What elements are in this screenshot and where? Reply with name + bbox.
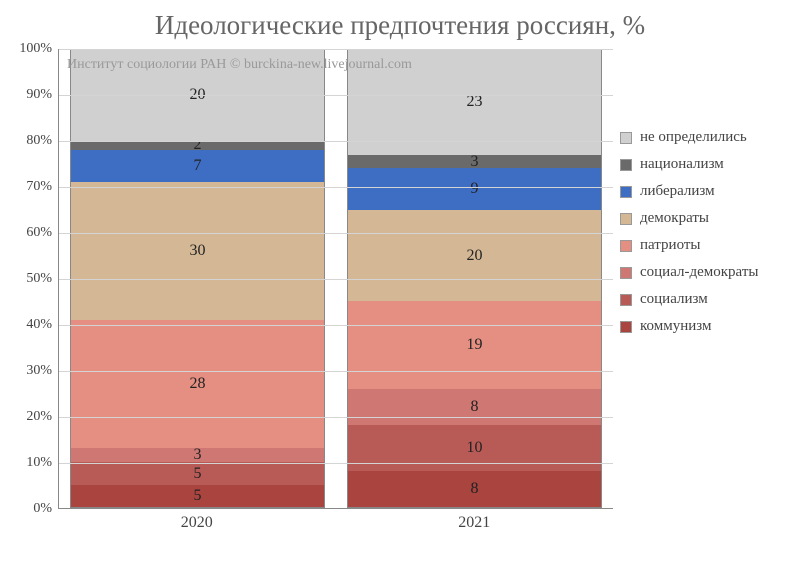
gridline bbox=[59, 279, 613, 280]
bar-segment-liberalism: 7 bbox=[70, 150, 325, 182]
legend-swatch bbox=[620, 132, 632, 144]
x-axis-labels: 2020 2021 bbox=[58, 514, 613, 532]
plot-area: Институт социологии РАН © burckina-new.l… bbox=[58, 49, 613, 509]
legend-label: либерализм bbox=[640, 183, 715, 200]
legend-item-undecided: не определились bbox=[620, 129, 790, 146]
y-tick-label: 30% bbox=[26, 363, 52, 379]
bar-segment-patriots: 28 bbox=[70, 320, 325, 449]
bar-segment-socialism: 5 bbox=[70, 462, 325, 485]
bar-value-label: 19 bbox=[466, 336, 482, 354]
x-tick-label: 2020 bbox=[69, 514, 324, 532]
bar-segment-nationalism: 3 bbox=[347, 155, 602, 169]
x-tick-label: 2021 bbox=[347, 514, 602, 532]
bar-value-label: 5 bbox=[193, 487, 201, 505]
gridline bbox=[59, 187, 613, 188]
gridline bbox=[59, 233, 613, 234]
legend-item-democrats: демократы bbox=[620, 210, 790, 227]
legend-swatch bbox=[620, 294, 632, 306]
chart-title: Идеологические предпочтения россиян, % bbox=[0, 10, 800, 41]
legend-label: патриоты bbox=[640, 237, 701, 254]
legend-label: демократы bbox=[640, 210, 709, 227]
y-tick-label: 90% bbox=[26, 87, 52, 103]
legend-swatch bbox=[620, 240, 632, 252]
gridline bbox=[59, 417, 613, 418]
bar-segment-democrats: 20 bbox=[347, 210, 602, 302]
y-tick-label: 80% bbox=[26, 133, 52, 149]
gridline bbox=[59, 95, 613, 96]
legend-swatch bbox=[620, 186, 632, 198]
y-tick-label: 50% bbox=[26, 271, 52, 287]
bar-value-label: 10 bbox=[466, 439, 482, 457]
bar-segment-communism: 5 bbox=[70, 485, 325, 508]
legend-label: социал-демократы bbox=[640, 264, 758, 281]
y-tick-label: 100% bbox=[19, 41, 52, 57]
bar-value-label: 8 bbox=[470, 398, 478, 416]
gridline bbox=[59, 463, 613, 464]
bar-value-label: 3 bbox=[193, 446, 201, 464]
y-tick-label: 70% bbox=[26, 179, 52, 195]
legend: не определились национализм либерализм демо… bbox=[620, 129, 790, 345]
gridline bbox=[59, 325, 613, 326]
y-tick-label: 0% bbox=[33, 501, 52, 517]
legend-item-communism: коммунизм bbox=[620, 318, 790, 335]
bar-value-label: 8 bbox=[470, 480, 478, 498]
legend-item-patriots: патриоты bbox=[620, 237, 790, 254]
legend-swatch bbox=[620, 267, 632, 279]
legend-label: социализм bbox=[640, 291, 708, 308]
legend-label: национализм bbox=[640, 156, 724, 173]
watermark-text: Институт социологии РАН © burckina-new.l… bbox=[67, 57, 412, 73]
bar-value-label: 7 bbox=[193, 157, 201, 175]
legend-label: не определились bbox=[640, 129, 747, 146]
gridline bbox=[59, 141, 613, 142]
bar-segment-nationalism: 2 bbox=[70, 141, 325, 150]
bar-segment-patriots: 19 bbox=[347, 301, 602, 388]
gridline bbox=[59, 49, 613, 50]
bar-value-label: 9 bbox=[470, 180, 478, 198]
y-tick-label: 60% bbox=[26, 225, 52, 241]
chart-container: Идеологические предпочтения россиян, % 0… bbox=[0, 0, 800, 576]
bar-value-label: 28 bbox=[189, 375, 205, 393]
legend-item-socialism: социализм bbox=[620, 291, 790, 308]
y-axis: 0%10%20%30%40%50%60%70%80%90%100% bbox=[0, 49, 58, 509]
legend-item-nationalism: национализм bbox=[620, 156, 790, 173]
y-tick-label: 20% bbox=[26, 409, 52, 425]
gridline bbox=[59, 371, 613, 372]
legend-label: коммунизм bbox=[640, 318, 711, 335]
bar-value-label: 20 bbox=[466, 247, 482, 265]
legend-swatch bbox=[620, 159, 632, 171]
bar-value-label: 5 bbox=[193, 465, 201, 483]
bar-segment-liberalism: 9 bbox=[347, 168, 602, 209]
y-tick-label: 10% bbox=[26, 455, 52, 471]
bar-value-label: 30 bbox=[189, 242, 205, 260]
legend-swatch bbox=[620, 213, 632, 225]
legend-item-socdem: социал-демократы bbox=[620, 264, 790, 281]
bar-value-label: 3 bbox=[470, 153, 478, 171]
bar-segment-communism: 8 bbox=[347, 471, 602, 508]
bar-segment-socialism: 10 bbox=[347, 425, 602, 471]
plot-wrapper: 0%10%20%30%40%50%60%70%80%90%100% Инстит… bbox=[0, 49, 800, 559]
bar-segment-socdem: 8 bbox=[347, 389, 602, 426]
bar-segment-socdem: 3 bbox=[70, 448, 325, 462]
bar-segment-democrats: 30 bbox=[70, 182, 325, 320]
legend-item-liberalism: либерализм bbox=[620, 183, 790, 200]
legend-swatch bbox=[620, 321, 632, 333]
y-tick-label: 40% bbox=[26, 317, 52, 333]
